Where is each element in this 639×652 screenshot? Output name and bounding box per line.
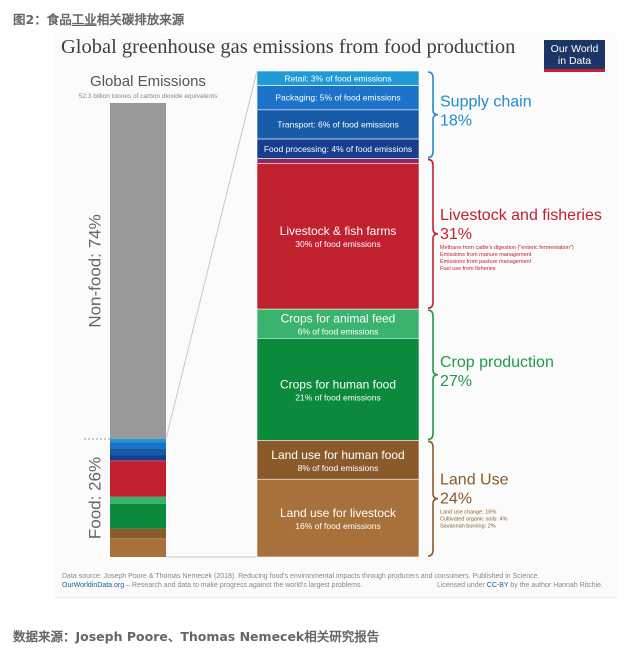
breakdown-bar-7 xyxy=(256,337,420,441)
breakdown-bar-9 xyxy=(256,478,420,558)
breakdown-bar-6 xyxy=(256,308,420,339)
owid-logo[interactable]: Our World in Data xyxy=(544,40,605,72)
breakdown-label-1: Packaging: 5% of food emissions xyxy=(275,93,400,103)
source-caption: 数据来源：Joseph Poore、Thomas Nemecek相关研究报告 xyxy=(13,629,380,644)
bar-food-segment-2 xyxy=(110,448,166,456)
group-bracket-1 xyxy=(427,158,439,309)
footer-source: Data source: Joseph Poore & Thomas Nemec… xyxy=(62,573,540,580)
breakdown-label-0: Retail: 3% of food emissions xyxy=(284,73,391,83)
logo-line-1: Our World xyxy=(550,43,599,55)
caption-suffix: 相关碳排放来源 xyxy=(96,12,185,27)
breakdown-bar-5 xyxy=(256,163,420,310)
breakdown-label-9: Land use for livestock xyxy=(280,506,397,520)
bar-food-segment-8 xyxy=(110,528,166,539)
group-pct-0: 18% xyxy=(440,113,472,130)
bar-food-segment-1 xyxy=(110,442,166,449)
group-label-2: Crop production xyxy=(440,354,554,371)
group-note-1-1: Emissions from manure management xyxy=(440,252,532,258)
chart-title: Global greenhouse gas emissions from foo… xyxy=(61,36,516,58)
breakdown-label-3: Food processing: 4% of food emissions xyxy=(264,144,412,154)
footer-site-link[interactable]: OurWorldinData.org xyxy=(62,582,125,589)
bar-food-segment-6 xyxy=(110,496,166,504)
global-emissions-label: Global Emissions xyxy=(90,73,206,90)
breakdown-label-5: Livestock & fish farms xyxy=(280,224,397,238)
bar-food-segment-3 xyxy=(110,455,166,461)
breakdown-bar-1 xyxy=(256,85,420,111)
breakdown-sublabel-9: 16% of food emissions xyxy=(295,521,381,531)
breakdown-sublabel-8: 8% of food emissions xyxy=(298,463,379,473)
breakdown-label-7: Crops for human food xyxy=(280,377,396,391)
breakdown-label-6: Crops for animal feed xyxy=(281,312,396,326)
logo-line-2: in Data xyxy=(557,55,592,67)
group-label-0: Supply chain xyxy=(440,94,532,111)
breakdown-label-2: Transport: 6% of food emissions xyxy=(277,119,399,129)
license-link[interactable]: CC-BY xyxy=(486,582,509,589)
label-non-food: Non-food: 74% xyxy=(85,214,104,327)
figure-caption: 图2：食品工业相关碳排放来源 xyxy=(13,9,184,28)
group-note-1-0: Methane from cattle's digestion ("enteri… xyxy=(440,245,574,251)
caption-prefix: 图2：食品 xyxy=(13,12,72,27)
breakdown-sublabel-7: 21% of food emissions xyxy=(295,392,381,402)
breakdown-sublabel-5: 30% of food emissions xyxy=(295,239,381,249)
group-note-3-0: Land use change: 16% xyxy=(440,510,496,516)
group-note-1-2: Emissions from pasture management xyxy=(440,259,532,265)
group-bracket-0 xyxy=(427,71,439,159)
bar-food-segment-0 xyxy=(110,438,166,443)
global-emissions-sublabel: 52.3 billion tonnes of carbon dioxide eq… xyxy=(79,93,218,100)
footer-site-line: OurWorldinData.org – Research and data t… xyxy=(62,582,362,589)
group-pct-3: 24% xyxy=(440,491,472,508)
group-bracket-2 xyxy=(427,309,439,441)
footer-tagline: – Research and data to make progress aga… xyxy=(124,582,363,589)
group-note-1-3: Fuel use from fisheries xyxy=(440,266,496,272)
label-food: Food: 26% xyxy=(85,457,104,539)
caption-underlined: 工业 xyxy=(71,12,97,27)
group-label-1: Livestock and fisheries xyxy=(440,207,602,224)
footer-license: Licensed under CC-BY by the author Hanna… xyxy=(437,582,603,589)
group-bracket-3 xyxy=(427,440,439,557)
group-pct-2: 27% xyxy=(440,373,472,390)
group-note-3-1: Cultivated organic soils: 4% xyxy=(440,517,508,523)
bar-non-food xyxy=(110,103,166,439)
bar-food-segment-5 xyxy=(110,461,166,497)
group-pct-1: 31% xyxy=(440,226,472,243)
bar-food-segment-7 xyxy=(110,503,166,529)
group-label-3: Land Use xyxy=(440,472,509,489)
breakdown-sublabel-6: 6% of food emissions xyxy=(298,327,379,337)
bar-food-segment-9 xyxy=(110,538,166,557)
bar-food-segment-4 xyxy=(110,460,166,462)
zoom-line-top xyxy=(165,70,258,440)
breakdown-bar-4 xyxy=(256,158,420,164)
license-suffix: by the author Hannah Ritchie. xyxy=(508,582,603,589)
license-prefix: Licensed under xyxy=(436,582,487,589)
breakdown-label-8: Land use for human food xyxy=(271,448,404,462)
group-note-3-2: Savannah burning: 2% xyxy=(440,524,496,530)
